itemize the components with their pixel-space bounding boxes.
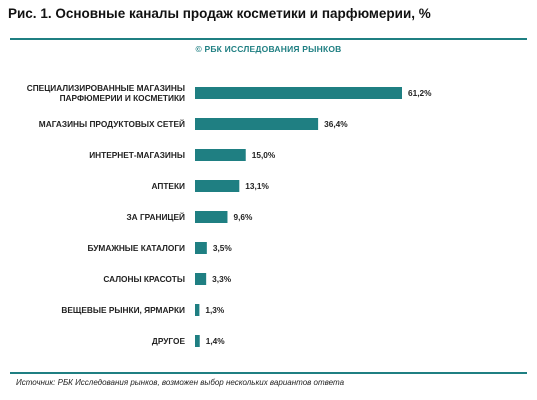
bar (195, 180, 240, 192)
source-note: Источник: РБК Исследования рынков, возмо… (16, 378, 345, 387)
value-label: 9,6% (233, 212, 253, 222)
value-label: 3,5% (213, 243, 233, 253)
category-label: ПАРФЮМЕРИИ И КОСМЕТИКИ (60, 93, 185, 103)
category-label: ДРУГОЕ (152, 336, 186, 346)
chart-frame (10, 38, 527, 374)
category-label: БУМАЖНЫЕ КАТАЛОГИ (88, 243, 186, 253)
category-label: САЛОНЫ КРАСОТЫ (103, 274, 185, 284)
chart-title: Рис. 1. Основные каналы продаж косметики… (8, 6, 431, 21)
category-label: ЗА ГРАНИЦЕЙ (126, 211, 185, 222)
value-label: 15,0% (252, 150, 276, 160)
watermark: © РБК ИССЛЕДОВАНИЯ РЫНКОВ (195, 44, 342, 54)
bar (195, 304, 200, 316)
value-label: 61,2% (408, 88, 432, 98)
bar (195, 211, 228, 223)
category-label: ВЕЩЕВЫЕ РЫНКИ, ЯРМАРКИ (61, 305, 185, 315)
value-label: 1,3% (205, 305, 225, 315)
bar (195, 335, 200, 347)
bar (195, 87, 402, 99)
category-label: АПТЕКИ (152, 181, 186, 191)
value-label: 13,1% (245, 181, 269, 191)
bar (195, 242, 207, 254)
category-label: ИНТЕРНЕТ-МАГАЗИНЫ (89, 150, 185, 160)
value-label: 1,4% (206, 336, 226, 346)
value-label: 36,4% (324, 119, 348, 129)
bar (195, 149, 246, 161)
category-label: МАГАЗИНЫ ПРОДУКТОВЫХ СЕТЕЙ (39, 118, 185, 129)
bar (195, 118, 319, 130)
category-label: СПЕЦИАЛИЗИРОВАННЫЕ МАГАЗИНЫ (27, 83, 185, 93)
value-label: 3,3% (212, 274, 232, 284)
bar (195, 273, 207, 285)
